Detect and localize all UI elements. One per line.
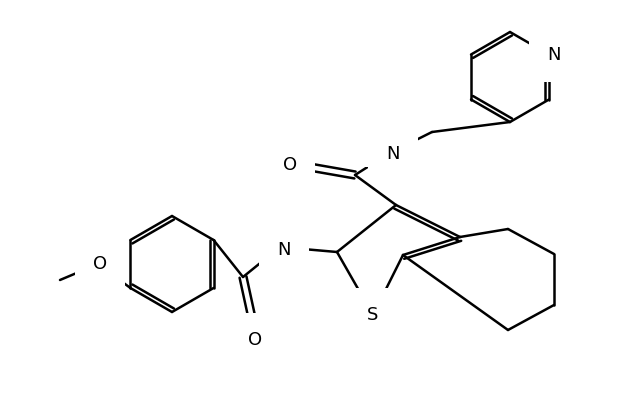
- Text: N: N: [277, 241, 291, 259]
- Text: N: N: [547, 45, 561, 63]
- Text: H: H: [377, 136, 388, 152]
- Text: O: O: [93, 255, 107, 273]
- Text: N: N: [387, 145, 400, 163]
- Text: H: H: [278, 232, 290, 246]
- Text: O: O: [248, 331, 262, 349]
- Text: S: S: [367, 306, 379, 324]
- Text: O: O: [283, 156, 297, 174]
